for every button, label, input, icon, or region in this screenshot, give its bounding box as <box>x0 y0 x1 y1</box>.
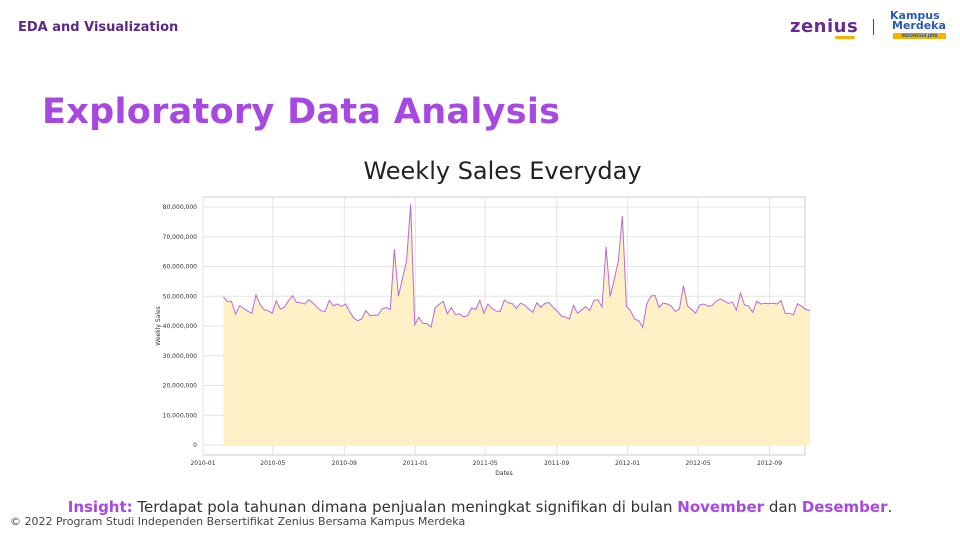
kampus-merdeka-logo: Kampus Merdeka <box>890 9 946 32</box>
insight-text: Insight: Terdapat pola tahunan dimana pe… <box>0 498 960 516</box>
x-tick-label: 2010-01 <box>190 460 215 467</box>
x-tick-label: 2012-01 <box>615 460 640 467</box>
insight-body: Terdapat pola tahunan dimana penjualan m… <box>132 498 678 516</box>
y-tick-label: 70,000,000 <box>163 234 198 241</box>
y-tick-label: 60,000,000 <box>163 264 198 271</box>
y-tick-label: 20,000,000 <box>163 383 198 390</box>
kampus-merdeka-line1: Kampus <box>890 9 940 22</box>
y-tick-label: 30,000,000 <box>163 353 198 360</box>
y-tick-label: 50,000,000 <box>163 293 198 300</box>
sales-area-fill <box>223 204 810 445</box>
x-tick-label: 2010-05 <box>260 460 285 467</box>
footer-copyright: © 2022 Program Studi Independen Berserti… <box>10 515 466 528</box>
insight-conjunction: dan <box>764 498 802 516</box>
chart-title: Weekly Sales Everyday <box>363 157 642 185</box>
x-tick-label: 2011-05 <box>473 460 498 467</box>
insight-month-november: November <box>677 498 765 516</box>
zenius-logo-accent <box>835 36 855 39</box>
y-tick-label: 80,000,000 <box>163 204 198 211</box>
weekly-sales-chart: 0 10,000,000 20,000,000 30,000,000 40,000,00… <box>155 196 810 477</box>
y-tick-label: 40,000,000 <box>163 323 198 330</box>
x-tick-label: 2012-05 <box>685 460 710 467</box>
insight-month-desember: Desember <box>801 498 888 516</box>
insight-end: . <box>887 498 893 516</box>
header-label: EDA and Visualization <box>18 20 179 35</box>
x-tick-label: 2011-01 <box>403 460 428 467</box>
zenius-logo: zenius <box>790 16 859 37</box>
x-tick-label: 2011-09 <box>544 460 569 467</box>
y-tick-label: 10,000,000 <box>163 412 198 419</box>
x-axis-label: Dates <box>495 470 512 477</box>
y-tick-label: 0 <box>193 442 197 449</box>
x-tick-label: 2010-09 <box>332 460 357 467</box>
y-axis-label: Weekly Sales <box>155 306 162 346</box>
insight-label: Insight: <box>67 498 133 516</box>
logo-divider <box>873 19 874 35</box>
x-tick-label: 2012-09 <box>757 460 782 467</box>
sales-line <box>222 204 810 329</box>
kampus-merdeka-line2: Merdeka <box>892 19 946 32</box>
slide-title: Exploratory Data Analysis <box>42 92 561 132</box>
kampus-merdeka-tag: INDONESIA JAYA <box>893 33 946 39</box>
